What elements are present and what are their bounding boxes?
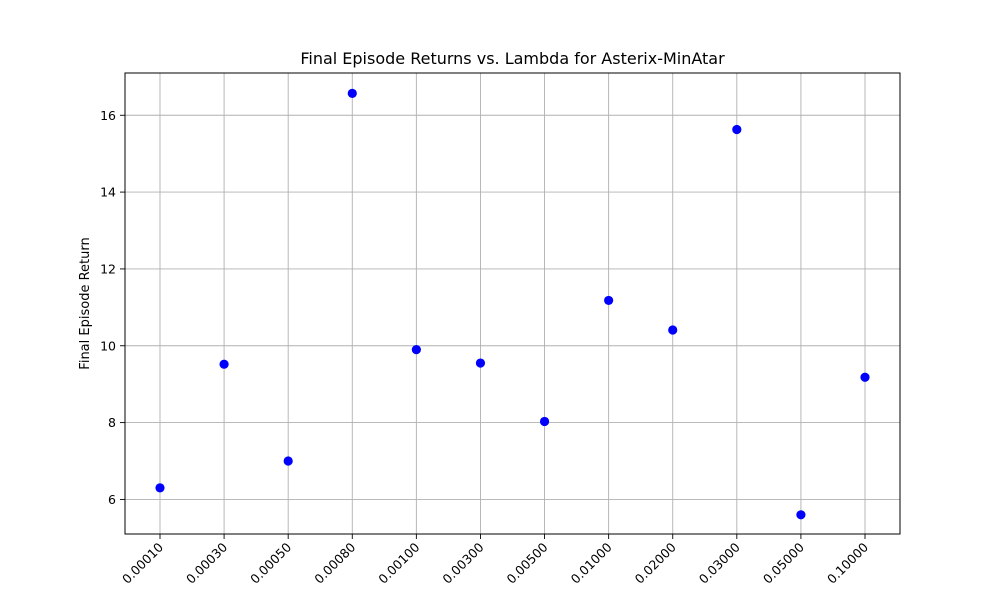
x-tick-label: 0.00050 — [247, 539, 294, 586]
data-point — [604, 295, 614, 306]
data-point — [219, 359, 229, 369]
data-point — [411, 345, 421, 355]
y-tick-label: 6 — [108, 492, 116, 507]
data-point — [860, 372, 870, 382]
x-tick-label: 0.00300 — [439, 539, 486, 586]
data-point — [347, 88, 357, 98]
y-tick-label: 12 — [100, 261, 116, 276]
data-point — [475, 358, 486, 368]
data-point — [668, 325, 678, 335]
x-tick-label: 0.03000 — [696, 539, 743, 586]
x-tick-label: 0.00010 — [119, 539, 166, 586]
x-tick-label: 0.01000 — [568, 539, 615, 586]
x-tick-label: 0.05000 — [760, 539, 807, 586]
data-point — [539, 416, 550, 427]
y-tick-label: 14 — [100, 185, 116, 200]
data-point — [796, 510, 806, 520]
x-tick-label: 0.00100 — [375, 539, 422, 586]
x-tick-label: 0.00500 — [504, 539, 551, 586]
y-tick-label: 8 — [108, 415, 116, 430]
x-tick-label: 0.10000 — [824, 539, 871, 586]
x-tick-label: 0.00080 — [311, 539, 358, 586]
data-point — [155, 483, 165, 493]
chart-title: Final Episode Returns vs. Lambda for Ast… — [300, 49, 725, 68]
x-tick-label: 0.00030 — [183, 539, 230, 586]
points-layer — [155, 88, 870, 520]
grid-layer — [125, 73, 900, 534]
y-tick-label: 10 — [100, 338, 116, 353]
data-point — [283, 456, 293, 466]
x-tick-label: 0.02000 — [632, 539, 679, 586]
ticks-layer: 0.00010 0.00030 0.00050 0.00080 0.00100 0.003… — [100, 108, 871, 587]
y-tick-label: 16 — [100, 108, 116, 123]
plot-area-frame — [124, 72, 901, 535]
data-point — [732, 124, 742, 135]
y-axis-label: Final Episode Return — [78, 237, 93, 369]
